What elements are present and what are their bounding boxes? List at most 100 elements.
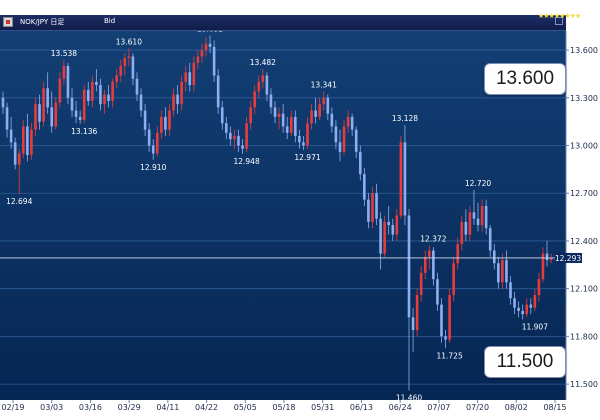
candle-body — [151, 145, 155, 154]
y-tick-label: 12.700 — [570, 189, 598, 198]
candle-body — [545, 253, 549, 261]
resize-grip-icon[interactable] — [555, 17, 563, 25]
candle-body — [241, 145, 244, 149]
candle-body — [58, 78, 62, 103]
candle-body — [164, 116, 167, 130]
candle — [241, 139, 244, 154]
candle — [277, 107, 281, 130]
candle-body — [432, 250, 435, 280]
x-tick-label: 05/18 — [272, 403, 295, 412]
candle — [488, 225, 492, 257]
candle-body — [82, 89, 86, 121]
candle-body — [338, 142, 342, 152]
candle-body — [184, 72, 187, 82]
candle — [9, 116, 13, 149]
candle — [160, 110, 163, 140]
candle — [38, 94, 41, 130]
candle — [74, 100, 78, 124]
candle — [151, 139, 155, 160]
candle — [492, 244, 496, 270]
candle-body — [285, 126, 289, 133]
candle-body — [480, 205, 484, 226]
candle — [50, 91, 54, 133]
x-tick-label: 07/20 — [466, 403, 489, 412]
candle-body — [537, 279, 541, 296]
candle-body — [464, 221, 468, 235]
candle-body — [225, 123, 228, 133]
candle-body — [472, 212, 476, 219]
candle-body — [123, 58, 127, 66]
candle — [537, 272, 541, 302]
candle-body — [407, 215, 411, 318]
candle-body — [440, 304, 443, 337]
candle-body — [119, 65, 123, 76]
y-tick-label: 13.600 — [570, 46, 598, 55]
candle — [5, 102, 9, 138]
candle-body — [147, 129, 151, 146]
candle-body — [419, 272, 423, 296]
candle — [265, 72, 269, 101]
x-tick-label: 07/07 — [427, 403, 450, 412]
candle — [371, 186, 374, 229]
candle — [448, 288, 451, 343]
candle-body — [257, 81, 261, 92]
x-tick-label: 08/02 — [505, 403, 528, 412]
candle — [192, 56, 196, 92]
candle-body — [318, 104, 321, 117]
candle-body — [322, 97, 326, 105]
candle-body — [306, 123, 309, 146]
candle — [249, 100, 252, 130]
candle — [375, 183, 378, 226]
candle-body — [294, 116, 297, 136]
candle — [484, 199, 488, 235]
plot-background — [0, 31, 566, 400]
candle — [225, 116, 228, 140]
candle-body — [310, 110, 313, 124]
candle — [476, 202, 480, 232]
candle-body — [456, 244, 460, 264]
candle — [82, 85, 86, 124]
candle-body — [281, 113, 285, 127]
candle-body — [415, 295, 419, 331]
candle — [139, 88, 143, 117]
candle — [383, 215, 386, 257]
candle — [517, 301, 520, 318]
candle — [237, 129, 240, 152]
candle — [66, 62, 70, 105]
candle — [464, 209, 468, 241]
candle-body — [273, 107, 277, 117]
candle-body — [383, 221, 386, 254]
candle-body — [423, 256, 427, 273]
candle — [432, 247, 435, 286]
candle-body — [342, 126, 346, 152]
candle-body — [13, 142, 17, 165]
candle — [196, 50, 200, 70]
candle-body — [17, 153, 21, 165]
candle — [456, 237, 460, 270]
candle — [338, 129, 342, 162]
candle-body — [111, 81, 114, 101]
candle-body — [233, 135, 236, 140]
candle-body — [448, 295, 451, 340]
candle — [155, 126, 159, 157]
candle — [513, 291, 516, 315]
candle — [70, 88, 74, 117]
candle-body — [176, 94, 179, 105]
candle — [350, 113, 354, 136]
candle — [135, 72, 139, 101]
candle — [17, 148, 21, 195]
candle — [318, 97, 321, 121]
candle — [204, 37, 208, 57]
candle-body — [375, 193, 378, 219]
candle — [13, 137, 17, 170]
candle — [354, 126, 358, 159]
candle — [419, 266, 423, 302]
candle — [119, 59, 123, 82]
candle — [545, 240, 549, 267]
candle — [216, 69, 220, 114]
candle-body — [529, 304, 533, 308]
candle — [233, 129, 236, 149]
candle — [176, 85, 179, 114]
candle — [245, 116, 248, 152]
